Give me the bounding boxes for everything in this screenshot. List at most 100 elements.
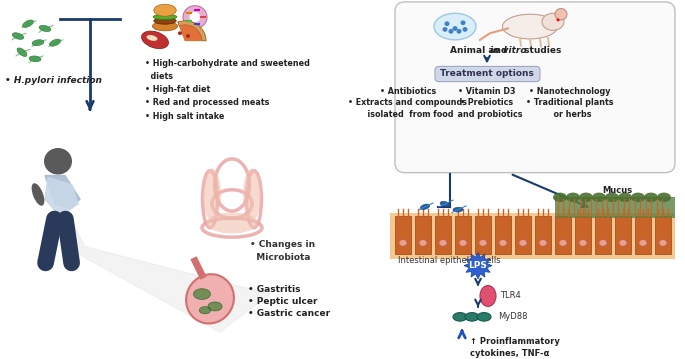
Ellipse shape bbox=[477, 313, 491, 321]
Text: LPS: LPS bbox=[469, 261, 488, 270]
Bar bbox=[455, 216, 471, 254]
Circle shape bbox=[556, 19, 560, 21]
Ellipse shape bbox=[152, 22, 177, 31]
Ellipse shape bbox=[503, 14, 558, 39]
Ellipse shape bbox=[186, 274, 234, 323]
Ellipse shape bbox=[559, 239, 567, 246]
Text: • Peptic ulcer: • Peptic ulcer bbox=[248, 297, 318, 306]
Text: studies: studies bbox=[521, 46, 562, 55]
Ellipse shape bbox=[519, 239, 527, 246]
Ellipse shape bbox=[439, 239, 447, 246]
Text: Treatment options: Treatment options bbox=[440, 70, 534, 79]
Text: • Gastritis: • Gastritis bbox=[248, 285, 301, 294]
Circle shape bbox=[462, 27, 467, 32]
Ellipse shape bbox=[659, 239, 667, 246]
Circle shape bbox=[445, 21, 449, 26]
Ellipse shape bbox=[579, 239, 587, 246]
Circle shape bbox=[178, 31, 182, 35]
Ellipse shape bbox=[453, 313, 467, 321]
FancyArrowPatch shape bbox=[45, 219, 54, 263]
Ellipse shape bbox=[619, 239, 627, 246]
Bar bbox=[595, 216, 611, 254]
Ellipse shape bbox=[599, 239, 607, 246]
Ellipse shape bbox=[539, 239, 547, 246]
Bar bbox=[495, 216, 511, 254]
Text: • Antibiotics: • Antibiotics bbox=[380, 87, 436, 96]
Ellipse shape bbox=[579, 192, 593, 202]
Ellipse shape bbox=[399, 239, 407, 246]
Circle shape bbox=[186, 34, 190, 38]
Ellipse shape bbox=[199, 307, 211, 314]
Ellipse shape bbox=[644, 192, 658, 202]
Circle shape bbox=[183, 6, 207, 28]
FancyBboxPatch shape bbox=[435, 66, 540, 81]
Text: Mucus: Mucus bbox=[602, 186, 632, 195]
Text: • High-carbohydrate and sweetened
  diets
• High-fat diet
• Red and processed me: • High-carbohydrate and sweetened diets … bbox=[145, 59, 310, 121]
Bar bbox=[515, 216, 531, 254]
Circle shape bbox=[190, 12, 201, 22]
Bar bbox=[415, 216, 431, 254]
Bar bbox=[575, 216, 591, 254]
Text: TLR4: TLR4 bbox=[500, 292, 521, 300]
Bar bbox=[655, 216, 671, 254]
Ellipse shape bbox=[465, 313, 479, 321]
Circle shape bbox=[456, 29, 462, 34]
Bar bbox=[435, 216, 451, 254]
Ellipse shape bbox=[631, 192, 645, 202]
Ellipse shape bbox=[206, 213, 258, 233]
Text: Intestinal epithelial cells: Intestinal epithelial cells bbox=[398, 256, 501, 265]
Bar bbox=[555, 216, 571, 254]
Bar bbox=[475, 216, 491, 254]
Bar bbox=[395, 216, 411, 254]
Ellipse shape bbox=[147, 35, 158, 41]
Circle shape bbox=[555, 9, 567, 20]
Polygon shape bbox=[45, 176, 80, 209]
Ellipse shape bbox=[434, 13, 476, 40]
Ellipse shape bbox=[12, 33, 24, 39]
Ellipse shape bbox=[154, 4, 176, 16]
Circle shape bbox=[443, 27, 447, 32]
Ellipse shape bbox=[49, 39, 60, 46]
Ellipse shape bbox=[453, 207, 463, 212]
Ellipse shape bbox=[420, 204, 429, 210]
Ellipse shape bbox=[203, 168, 221, 220]
Text: • Extracts and compounds
  isolated  from food: • Extracts and compounds isolated from f… bbox=[349, 98, 467, 118]
FancyArrowPatch shape bbox=[65, 219, 72, 263]
Ellipse shape bbox=[32, 183, 45, 206]
Ellipse shape bbox=[618, 192, 632, 202]
Ellipse shape bbox=[479, 239, 487, 246]
Text: ↑ Proinflammatory
cytokines, TNF-α: ↑ Proinflammatory cytokines, TNF-α bbox=[470, 337, 560, 358]
Wedge shape bbox=[178, 21, 206, 41]
Ellipse shape bbox=[499, 239, 507, 246]
Ellipse shape bbox=[592, 192, 606, 202]
Bar bbox=[635, 216, 651, 254]
Ellipse shape bbox=[208, 302, 222, 311]
Ellipse shape bbox=[639, 239, 647, 246]
Ellipse shape bbox=[23, 20, 34, 28]
Text: • Gastric cancer: • Gastric cancer bbox=[248, 309, 330, 318]
Ellipse shape bbox=[542, 13, 564, 31]
Text: • Nanotechnology: • Nanotechnology bbox=[530, 87, 611, 96]
Ellipse shape bbox=[566, 192, 580, 202]
Circle shape bbox=[44, 148, 72, 174]
Bar bbox=[555, 197, 675, 218]
FancyBboxPatch shape bbox=[395, 2, 675, 173]
Polygon shape bbox=[464, 252, 492, 279]
Ellipse shape bbox=[605, 192, 619, 202]
Wedge shape bbox=[178, 21, 206, 41]
Text: • H.pylori infection: • H.pylori infection bbox=[5, 76, 102, 85]
Ellipse shape bbox=[17, 48, 27, 56]
Ellipse shape bbox=[193, 289, 210, 299]
Ellipse shape bbox=[32, 40, 44, 46]
Bar bbox=[390, 214, 675, 259]
Bar bbox=[535, 216, 551, 254]
Ellipse shape bbox=[657, 192, 671, 202]
Ellipse shape bbox=[154, 18, 176, 24]
Text: • Changes in
  Microbiota: • Changes in Microbiota bbox=[250, 240, 315, 261]
Wedge shape bbox=[179, 25, 202, 41]
Ellipse shape bbox=[153, 14, 177, 19]
Ellipse shape bbox=[419, 239, 427, 246]
Ellipse shape bbox=[553, 192, 567, 202]
Ellipse shape bbox=[440, 201, 450, 206]
Polygon shape bbox=[65, 209, 270, 332]
